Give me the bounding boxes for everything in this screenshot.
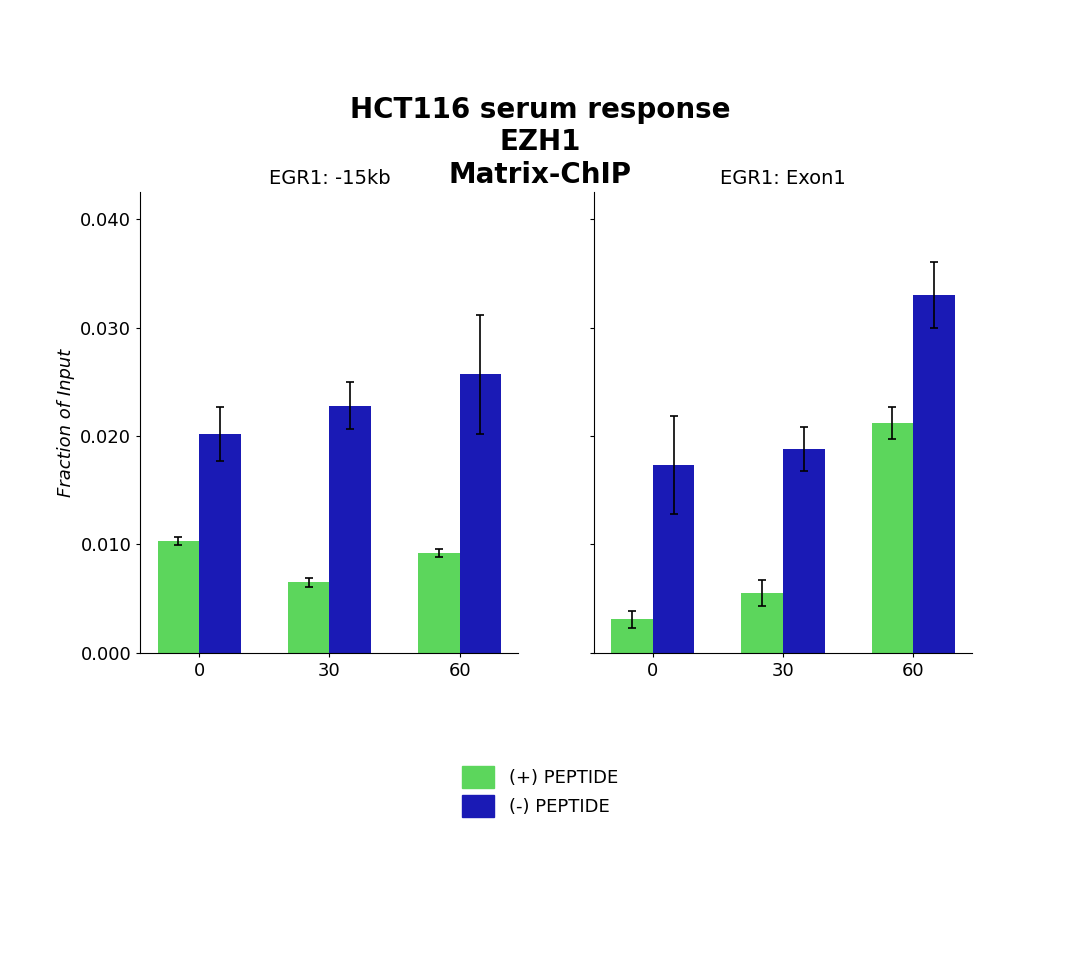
Bar (287, 583, 329, 653)
Text: HCT116 serum response
EZH1
Matrix-ChIP: HCT116 serum response EZH1 Matrix-ChIP (350, 96, 730, 189)
Y-axis label: Fraction of Input: Fraction of Input (57, 348, 75, 496)
Bar (460, 374, 501, 653)
Bar (329, 405, 372, 653)
Bar (611, 619, 652, 653)
Bar (652, 466, 694, 653)
Title: EGR1: Exon1: EGR1: Exon1 (720, 169, 846, 187)
Bar (783, 449, 825, 653)
Bar (872, 423, 914, 653)
Bar (914, 295, 955, 653)
Bar (418, 553, 460, 653)
Bar (741, 593, 783, 653)
Title: EGR1: -15kb: EGR1: -15kb (269, 169, 390, 187)
Bar (158, 541, 199, 653)
Legend: (+) PEPTIDE, (-) PEPTIDE: (+) PEPTIDE, (-) PEPTIDE (453, 756, 627, 827)
Bar (199, 434, 241, 653)
